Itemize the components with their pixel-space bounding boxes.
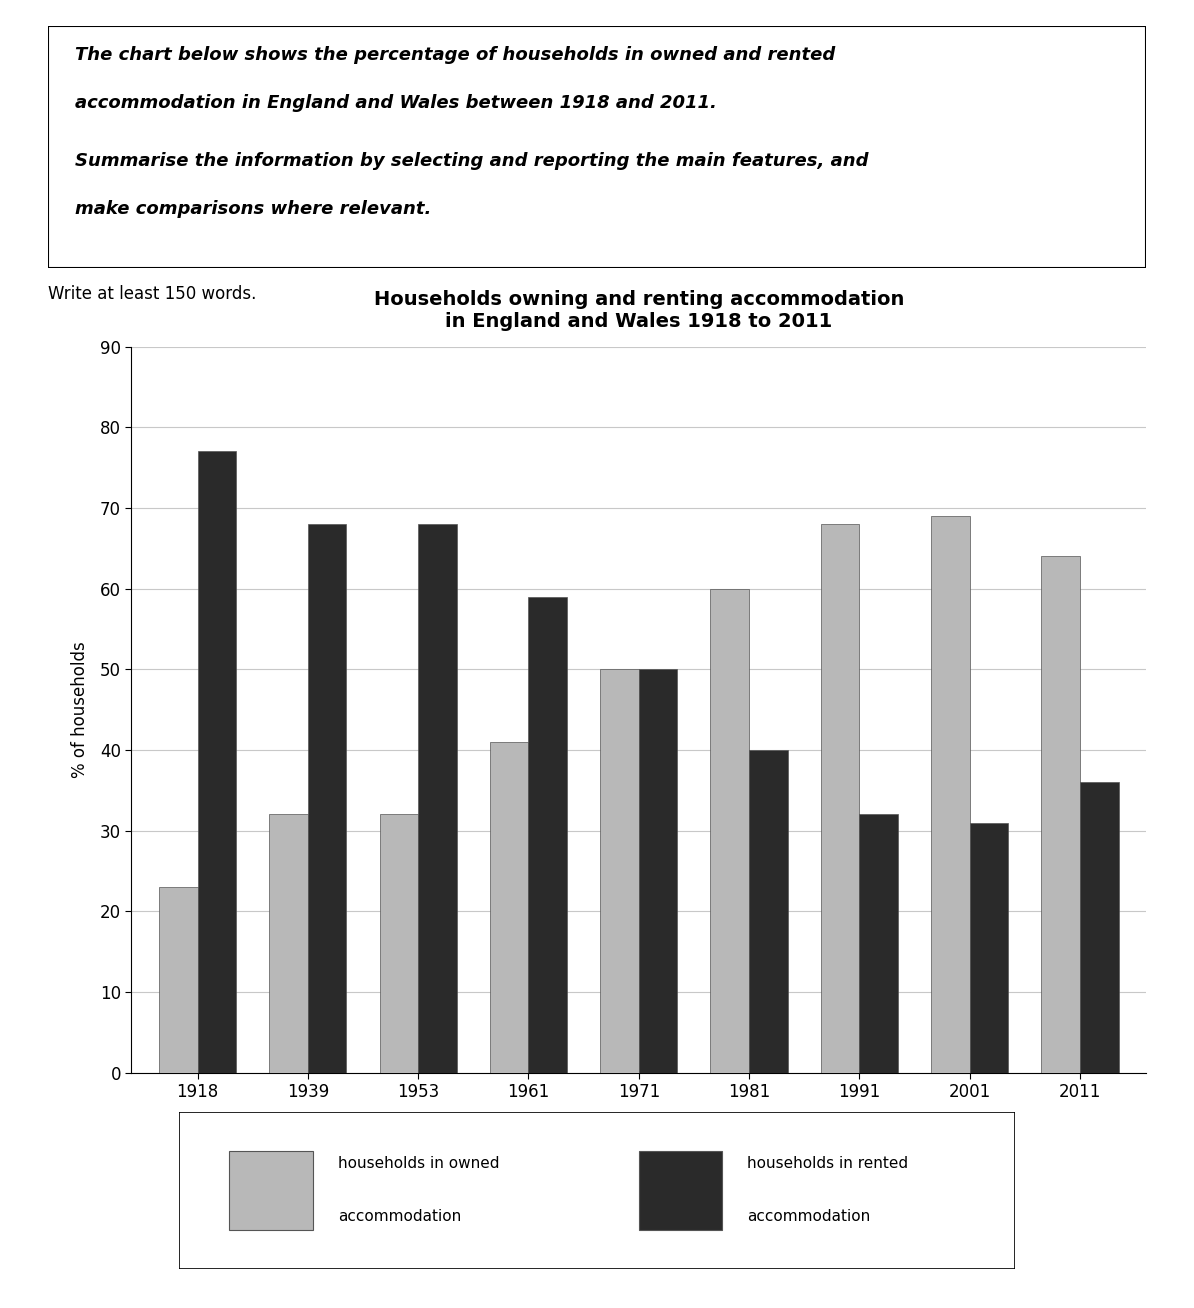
Bar [970, 823, 1009, 1073]
Bar [418, 525, 457, 1073]
Text: households in rented: households in rented [747, 1156, 909, 1171]
Bar [308, 525, 346, 1073]
Bar [490, 742, 529, 1073]
Text: make comparisons where relevant.: make comparisons where relevant. [75, 200, 431, 218]
Text: Summarise the information by selecting and reporting the main features, and: Summarise the information by selecting a… [75, 152, 869, 170]
Text: The chart below shows the percentage of households in owned and rented: The chart below shows the percentage of … [75, 46, 836, 64]
FancyBboxPatch shape [48, 26, 1146, 268]
Text: Write at least 150 words.: Write at least 150 words. [48, 285, 257, 303]
Bar [197, 451, 236, 1073]
Bar [269, 815, 308, 1073]
FancyBboxPatch shape [179, 1112, 1015, 1269]
Bar [159, 887, 197, 1073]
Bar [749, 749, 788, 1073]
Bar [710, 589, 749, 1073]
Text: households in owned: households in owned [338, 1156, 499, 1171]
Y-axis label: % of households: % of households [70, 641, 88, 778]
Bar [931, 515, 970, 1073]
Bar [1081, 782, 1119, 1073]
FancyBboxPatch shape [639, 1151, 722, 1230]
FancyBboxPatch shape [229, 1151, 313, 1230]
Text: accommodation: accommodation [338, 1209, 461, 1224]
Bar [601, 670, 639, 1073]
Bar [820, 525, 860, 1073]
Bar [860, 815, 898, 1073]
Text: accommodation: accommodation [747, 1209, 870, 1224]
Bar [1041, 556, 1081, 1073]
Bar [380, 815, 418, 1073]
Bar [529, 596, 567, 1073]
Text: accommodation in England and Wales between 1918 and 2011.: accommodation in England and Wales betwe… [75, 94, 718, 112]
Title: Households owning and renting accommodation
in England and Wales 1918 to 2011: Households owning and renting accommodat… [374, 290, 904, 331]
Bar [639, 670, 677, 1073]
